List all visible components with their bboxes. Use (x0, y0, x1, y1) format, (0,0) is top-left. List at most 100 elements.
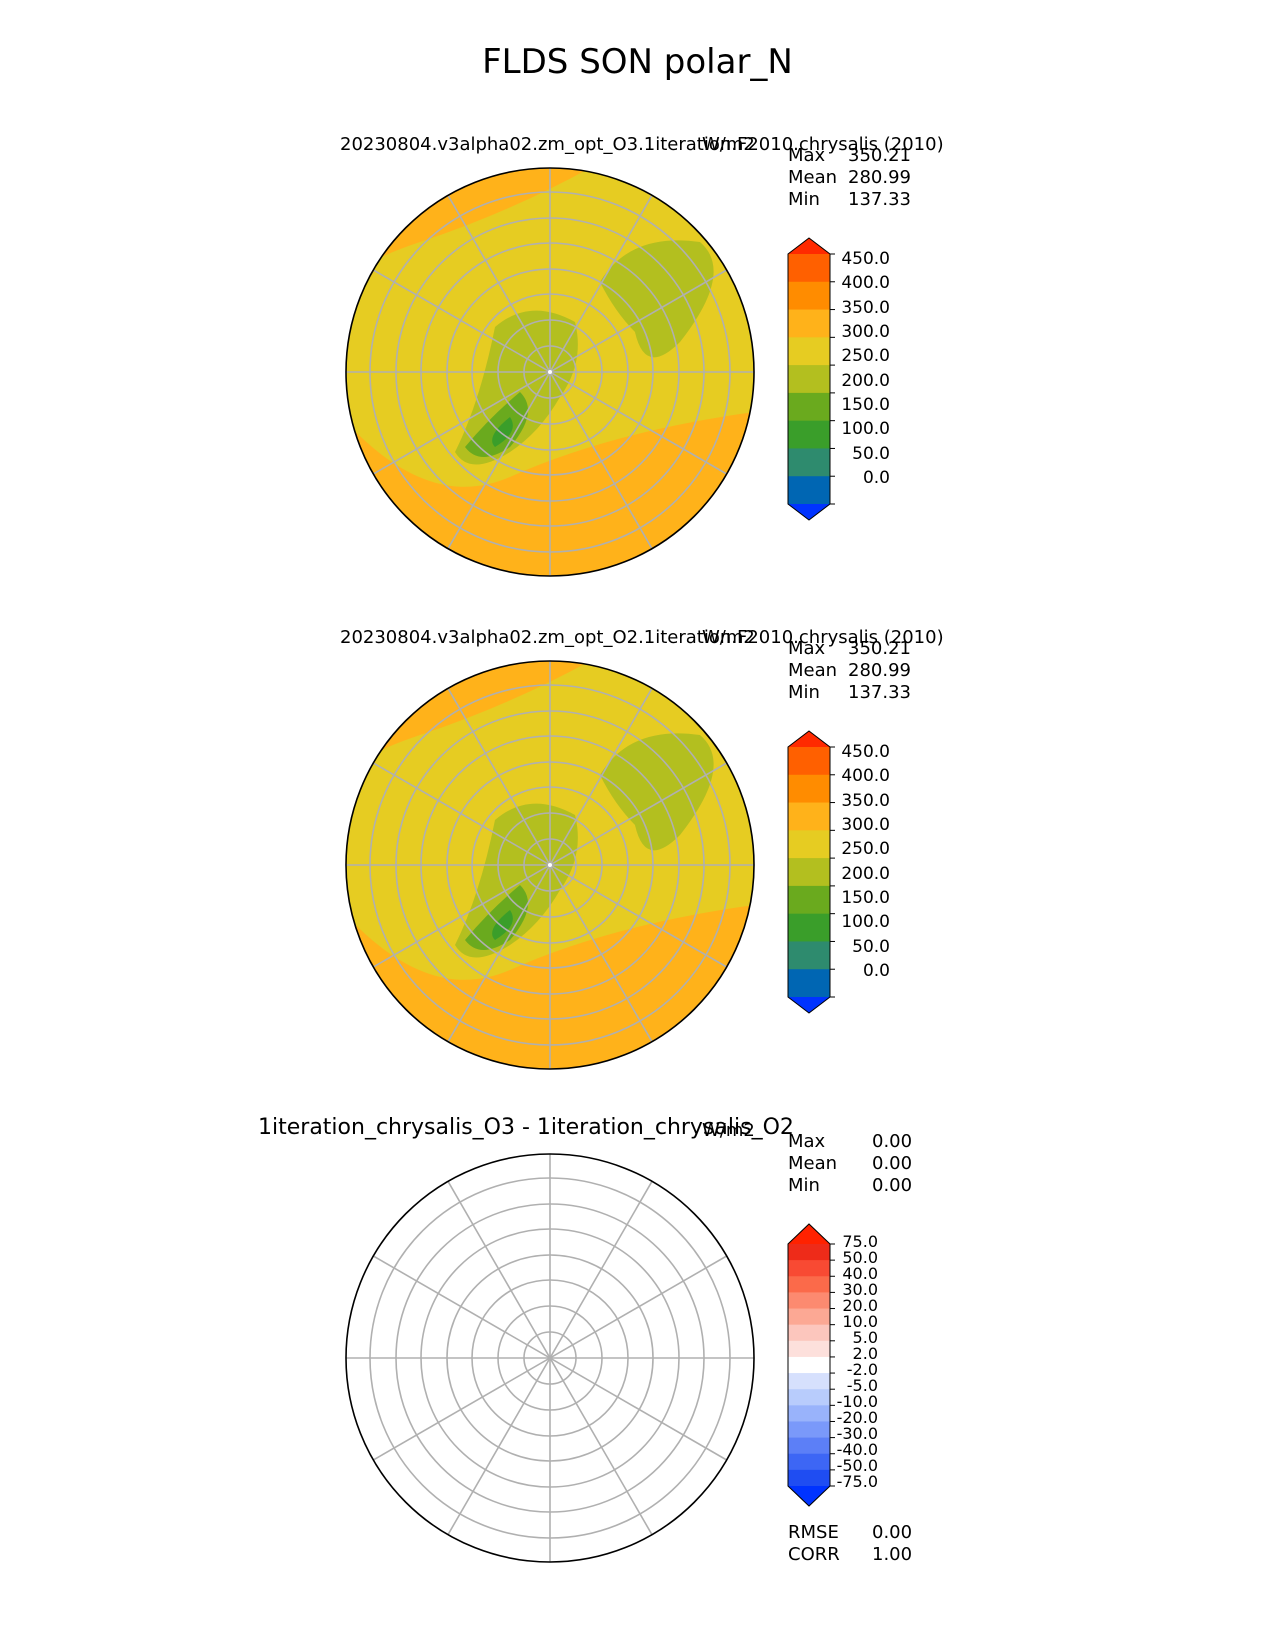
cbar-3-tick: -75.0 (836, 1472, 878, 1491)
cbar-2-tick: 150.0 (841, 888, 890, 908)
panel-1-min-label: Min (788, 189, 820, 210)
colorbar-segment (788, 1421, 830, 1439)
colorbar-segment (788, 885, 830, 915)
pole-marker (548, 863, 552, 867)
panel-3-rmse-value: 0.00 (872, 1522, 913, 1543)
colorbar-segment (788, 420, 830, 449)
cbar-1-tick: 200.0 (841, 371, 890, 391)
panel-1-units: W/m2 (702, 134, 755, 155)
colorbar-1 (787, 237, 835, 521)
colorbar-extend-max (788, 238, 830, 254)
colorbar-segment (788, 392, 830, 422)
colorbar-extend-min (788, 997, 830, 1013)
panel-1-mean-value: 280.99 (848, 167, 911, 188)
colorbar-segment (788, 858, 830, 887)
colorbar-segment (788, 1260, 830, 1277)
panel-3-mean-value: 0.00 (872, 1153, 913, 1174)
panel-1-title: 20230804.v3alpha02.zm_opt_O3.1iteration.… (340, 134, 944, 155)
cbar-3-tick: 50.0 (842, 1248, 878, 1267)
cbar-3-tick: 75.0 (842, 1232, 878, 1251)
colorbar-extend-max (788, 1224, 830, 1244)
panel-3-min-label: Min (788, 1175, 820, 1196)
cbar-2-tick: 250.0 (841, 839, 890, 859)
cbar-3-tick: 30.0 (842, 1280, 878, 1299)
pole-marker (548, 370, 552, 374)
panel-1-max-label: Max (788, 145, 826, 166)
colorbar-segment (788, 1469, 830, 1487)
colorbar-segment (788, 448, 830, 477)
panel-3-title: 1iteration_chrysalis_O3 - 1iteration_chr… (258, 1115, 794, 1140)
panel-2-min-label: Min (788, 682, 820, 703)
colorbar-segment (788, 1405, 830, 1422)
cbar-1-tick: 50.0 (852, 444, 890, 464)
colorbar-segment (788, 281, 830, 311)
colorbar-segment (788, 747, 830, 776)
panel-2-max-label: Max (788, 638, 826, 659)
graticule (346, 1154, 754, 1562)
panel-2-mean-label: Mean (788, 660, 838, 681)
cbar-3-tick: 10.0 (842, 1312, 878, 1331)
colorbar-segment (788, 476, 830, 505)
cbar-2-tick: 0.0 (862, 961, 890, 981)
cbar-1-tick: 100.0 (841, 419, 890, 439)
panel-1-max-value: 350.21 (848, 145, 911, 166)
colorbar-extend-min (788, 1486, 830, 1506)
cbar-1-tick: 0.0 (862, 468, 890, 488)
panel-2-min-value: 137.33 (848, 682, 911, 703)
cbar-1-tick: 150.0 (841, 395, 890, 415)
colorbar-segment (788, 1276, 830, 1293)
cbar-2-tick: 300.0 (841, 815, 890, 835)
cbar-2-tick: 100.0 (841, 912, 890, 932)
colorbar-segment (788, 1244, 830, 1261)
map-boundary (345, 660, 755, 1070)
greenland-min (492, 910, 513, 940)
colorbar-segment (788, 1389, 830, 1406)
colorbar-segment (788, 337, 830, 366)
colorbar-segment (788, 365, 830, 394)
cbar-3-tick: -20.0 (836, 1408, 878, 1427)
colorbar-segment (788, 913, 830, 942)
colorbar-extend-max (788, 731, 830, 747)
colorbar-segment (788, 1356, 830, 1374)
cbar-2-tick: 200.0 (841, 864, 890, 884)
panel-3-max-label: Max (788, 1131, 826, 1152)
cbar-1-tick: 400.0 (841, 273, 890, 293)
panel-2-title: 20230804.v3alpha02.zm_opt_O2.1iteration.… (340, 627, 944, 648)
panel-3-mean-label: Mean (788, 1153, 838, 1174)
colorbar-segment (788, 1453, 830, 1471)
map-boundary (345, 1153, 755, 1563)
colorbar-extend-min (788, 504, 830, 520)
panel-3-rmse-label: RMSE (788, 1522, 839, 1543)
colorbar-segment (788, 830, 830, 859)
colorbar-segment (788, 969, 830, 998)
cbar-3-tick: 5.0 (852, 1328, 878, 1347)
panel-2-units: W/m2 (702, 627, 755, 648)
cbar-1-tick: 250.0 (841, 346, 890, 366)
cbar-2-tick: 350.0 (841, 791, 890, 811)
cbar-3-tick: 2.0 (852, 1344, 878, 1363)
cbar-1-tick: 450.0 (841, 249, 890, 269)
panel-3-max-value: 0.00 (872, 1131, 913, 1152)
cbar-3-tick: -50.0 (836, 1456, 878, 1475)
panel-1-mean-label: Mean (788, 167, 838, 188)
colorbar-segment (788, 309, 830, 338)
colorbar-segment (788, 254, 830, 283)
cbar-3-tick: -5.0 (846, 1376, 878, 1395)
colorbar-segment (788, 1437, 830, 1455)
cbar-2-tick: 400.0 (841, 766, 890, 786)
figure-title: FLDS SON polar_N (482, 42, 793, 82)
colorbar-segment (788, 1292, 830, 1310)
cbar-3-tick: -40.0 (836, 1440, 878, 1459)
panel-3-corr-label: CORR (788, 1544, 840, 1565)
cbar-3-tick: -2.0 (846, 1360, 878, 1379)
panel-3-min-value: 0.00 (872, 1175, 913, 1196)
panel-2-max-value: 350.21 (848, 638, 911, 659)
colorbar-2 (787, 730, 835, 1014)
panel-2-mean-value: 280.99 (848, 660, 911, 681)
cbar-1-tick: 300.0 (841, 322, 890, 342)
cbar-3-tick: 40.0 (842, 1264, 878, 1283)
map-boundary (345, 167, 755, 577)
cbar-3-tick: 20.0 (842, 1296, 878, 1315)
colorbar-segment (788, 1373, 830, 1390)
